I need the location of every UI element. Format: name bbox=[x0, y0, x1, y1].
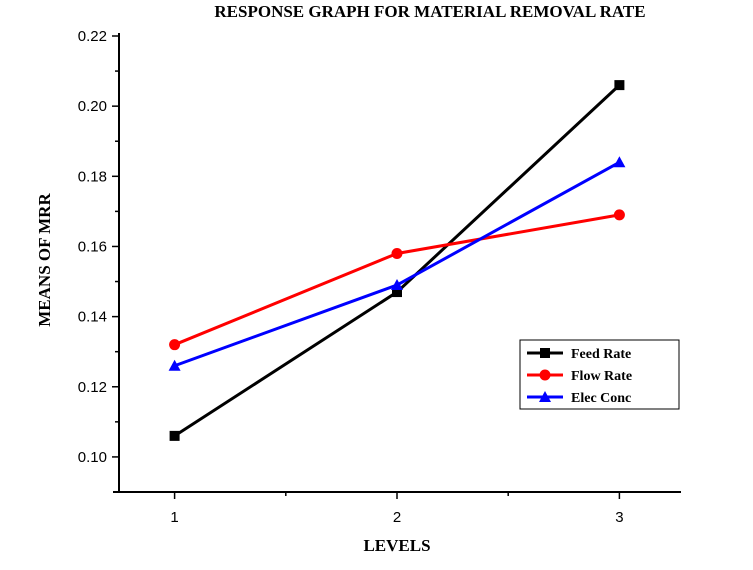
y-tick-label: 0.14 bbox=[78, 309, 107, 326]
marker-triangle bbox=[168, 359, 181, 371]
y-tick-label: 0.16 bbox=[78, 238, 107, 255]
x-axis-label: LEVELS bbox=[363, 536, 430, 555]
legend-label: Elec Conc bbox=[571, 391, 631, 406]
marker-square bbox=[614, 80, 625, 91]
marker-triangle bbox=[391, 279, 403, 291]
marker-circle bbox=[169, 339, 181, 351]
marker-triangle bbox=[539, 391, 551, 402]
y-tick-label: 0.22 bbox=[78, 28, 107, 45]
series-feed-rate bbox=[169, 80, 625, 441]
chart-title: RESPONSE GRAPH FOR MATERIAL REMOVAL RATE bbox=[214, 2, 645, 21]
y-tick-label: 0.12 bbox=[78, 379, 107, 396]
y-tick-label: 0.20 bbox=[78, 98, 107, 115]
marker-square bbox=[392, 287, 402, 298]
legend-label: Feed Rate bbox=[571, 347, 631, 362]
legend-label: Flow Rate bbox=[571, 369, 632, 384]
marker-square bbox=[169, 430, 180, 441]
series-elec-conc bbox=[168, 156, 626, 371]
y-tick-label: 0.18 bbox=[78, 168, 107, 185]
x-tick-label: 2 bbox=[393, 509, 401, 526]
marker-circle bbox=[391, 247, 403, 259]
marker-square bbox=[540, 348, 550, 358]
marker-circle bbox=[539, 369, 551, 381]
x-tick-label: 1 bbox=[170, 509, 178, 526]
x-tick-label: 3 bbox=[615, 509, 623, 526]
marker-circle bbox=[613, 209, 625, 221]
y-axis-label: MEANS OF MRR bbox=[35, 193, 54, 327]
series-line bbox=[174, 160, 621, 368]
series-flow-rate bbox=[169, 209, 625, 351]
y-tick-label: 0.10 bbox=[78, 449, 107, 466]
marker-triangle bbox=[613, 156, 626, 168]
